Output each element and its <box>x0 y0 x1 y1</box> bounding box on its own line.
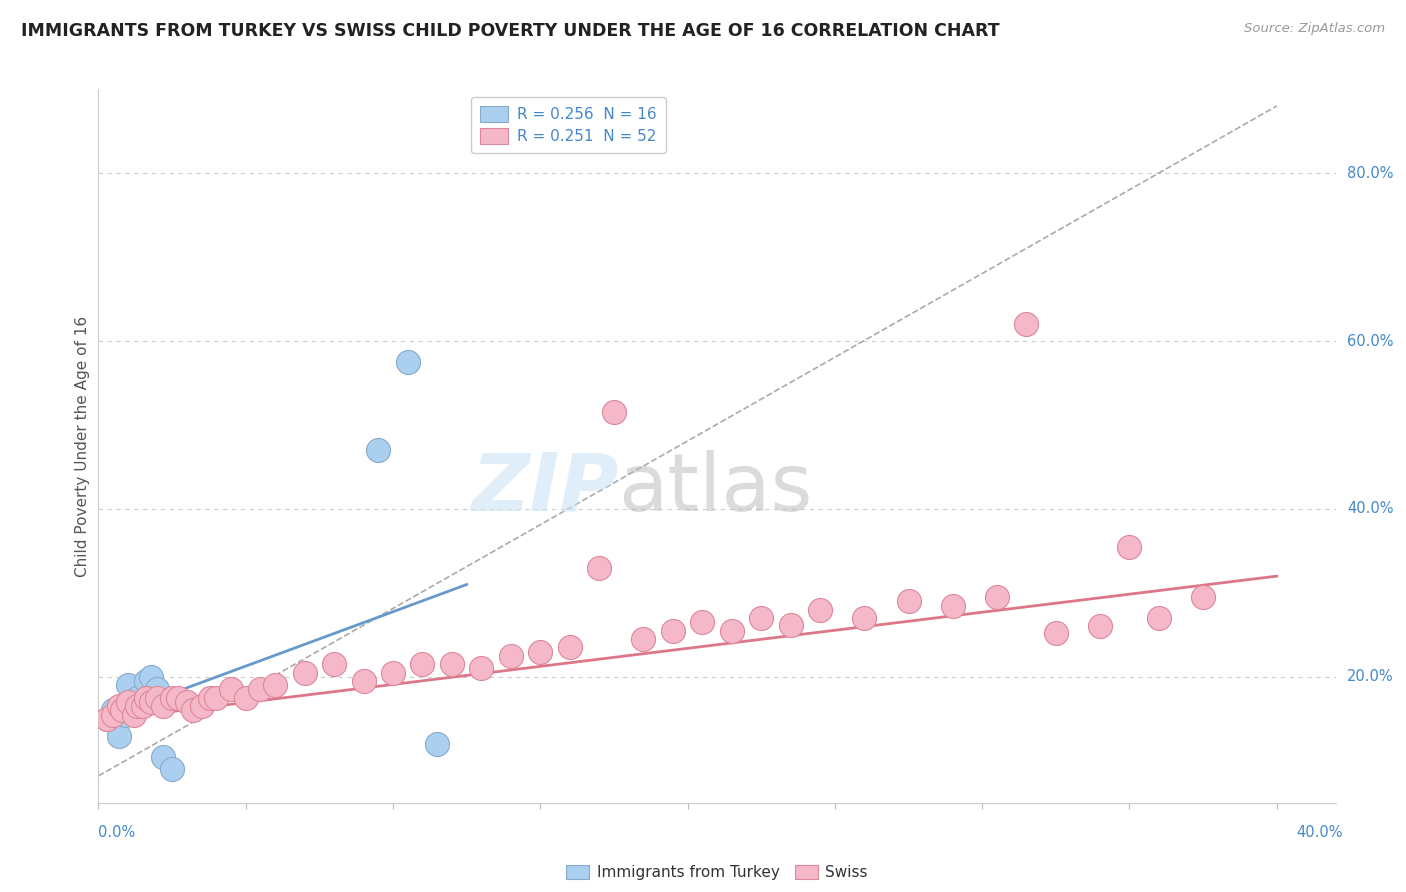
Y-axis label: Child Poverty Under the Age of 16: Child Poverty Under the Age of 16 <box>75 316 90 576</box>
Point <box>131 699 153 714</box>
Point <box>440 657 463 672</box>
Text: atlas: atlas <box>619 450 813 528</box>
Point <box>1147 611 1170 625</box>
Point <box>141 670 163 684</box>
Point <box>176 695 198 709</box>
Point <box>294 665 316 680</box>
Point <box>219 682 242 697</box>
Point <box>152 699 174 714</box>
Point <box>603 405 626 419</box>
Text: ZIP: ZIP <box>471 450 619 528</box>
Point <box>114 707 136 722</box>
Point <box>96 712 118 726</box>
Point <box>190 699 212 714</box>
Point <box>382 665 405 680</box>
Point <box>135 674 157 689</box>
Point <box>96 712 118 726</box>
Point <box>986 590 1008 604</box>
Point <box>411 657 433 672</box>
Point <box>181 703 204 717</box>
Point <box>897 594 920 608</box>
Text: 40.0%: 40.0% <box>1347 501 1393 516</box>
Point <box>125 690 148 705</box>
Point <box>101 703 124 717</box>
Text: 40.0%: 40.0% <box>1296 825 1343 840</box>
Point <box>122 699 145 714</box>
Point <box>367 443 389 458</box>
Point <box>125 699 148 714</box>
Point <box>588 560 610 574</box>
Point <box>205 690 228 705</box>
Point <box>720 624 742 638</box>
Text: 60.0%: 60.0% <box>1347 334 1393 349</box>
Point <box>529 645 551 659</box>
Point <box>662 624 685 638</box>
Legend: Immigrants from Turkey, Swiss: Immigrants from Turkey, Swiss <box>558 857 876 888</box>
Point <box>264 678 287 692</box>
Point <box>131 695 153 709</box>
Point <box>146 690 169 705</box>
Text: 20.0%: 20.0% <box>1347 669 1393 684</box>
Point <box>111 703 134 717</box>
Point <box>1045 626 1067 640</box>
Point <box>426 737 449 751</box>
Text: Source: ZipAtlas.com: Source: ZipAtlas.com <box>1244 22 1385 36</box>
Text: 80.0%: 80.0% <box>1347 166 1393 181</box>
Point <box>108 699 131 714</box>
Point <box>558 640 581 655</box>
Point <box>249 682 271 697</box>
Point <box>808 603 831 617</box>
Point <box>470 661 492 675</box>
Point <box>1088 619 1111 633</box>
Point <box>108 729 131 743</box>
Point <box>160 762 183 776</box>
Point <box>152 749 174 764</box>
Text: IMMIGRANTS FROM TURKEY VS SWISS CHILD POVERTY UNDER THE AGE OF 16 CORRELATION CH: IMMIGRANTS FROM TURKEY VS SWISS CHILD PO… <box>21 22 1000 40</box>
Point <box>1015 318 1038 332</box>
Point <box>146 682 169 697</box>
Point <box>141 695 163 709</box>
Point <box>200 690 222 705</box>
Point <box>779 617 801 632</box>
Point <box>499 648 522 663</box>
Point <box>135 690 157 705</box>
Point <box>353 674 375 689</box>
Point <box>749 611 772 625</box>
Point <box>1118 540 1140 554</box>
Point <box>692 615 714 630</box>
Point <box>167 690 190 705</box>
Point <box>117 678 139 692</box>
Point <box>323 657 346 672</box>
Point <box>633 632 655 646</box>
Point <box>235 690 257 705</box>
Point <box>101 707 124 722</box>
Point <box>853 611 876 625</box>
Point <box>117 695 139 709</box>
Text: 0.0%: 0.0% <box>98 825 135 840</box>
Point <box>160 690 183 705</box>
Point <box>942 599 965 613</box>
Point <box>1192 590 1215 604</box>
Point <box>396 355 419 369</box>
Point <box>122 707 145 722</box>
